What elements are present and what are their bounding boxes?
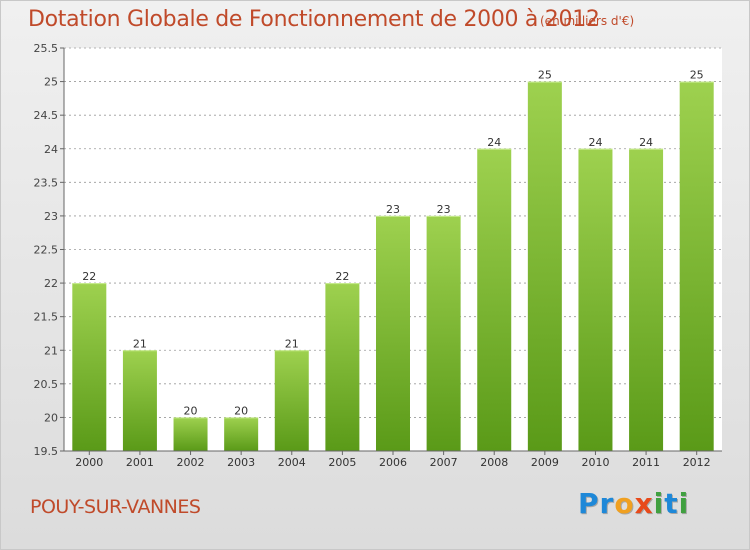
y-tick-label: 23.5 <box>34 176 59 189</box>
y-tick-label: 21.5 <box>34 311 59 324</box>
bar <box>679 81 714 451</box>
y-tick-label: 23 <box>44 210 58 223</box>
bar <box>274 350 309 451</box>
x-tick-label: 2012 <box>683 456 711 469</box>
bar-value-label: 20 <box>184 404 198 417</box>
bar-value-label: 24 <box>639 136 653 149</box>
bar-value-label: 25 <box>538 69 552 82</box>
x-tick-label: 2011 <box>632 456 660 469</box>
bar-value-label: 24 <box>487 136 501 149</box>
y-tick-label: 25.5 <box>34 42 59 55</box>
x-tick-label: 2004 <box>278 456 306 469</box>
bar-value-label: 22 <box>335 270 349 283</box>
x-tick-label: 2006 <box>379 456 407 469</box>
x-tick-label: 2008 <box>480 456 508 469</box>
x-tick-label: 2002 <box>177 456 205 469</box>
x-tick-label: 2007 <box>430 456 458 469</box>
bar-value-label: 25 <box>690 69 704 82</box>
bar-value-label: 24 <box>588 136 602 149</box>
x-tick-label: 2000 <box>75 456 103 469</box>
y-tick-label: 24.5 <box>34 109 59 122</box>
y-tick-label: 22 <box>44 277 58 290</box>
bar-value-label: 23 <box>386 203 400 216</box>
bar <box>426 215 461 451</box>
proxiti-logo[interactable]: Proxiti <box>578 487 689 520</box>
y-tick-label: 24 <box>44 143 58 156</box>
bar-value-label: 23 <box>437 203 451 216</box>
commune-name: POUY-SUR-VANNES <box>30 496 201 518</box>
y-tick-label: 25 <box>44 76 58 89</box>
bar <box>224 417 259 451</box>
logo-letter: t <box>664 487 679 520</box>
bar-value-label: 20 <box>234 404 248 417</box>
chart-subtitle: (en milliers d'€) <box>540 14 635 28</box>
bar-value-label: 21 <box>133 337 147 350</box>
chart-title: Dotation Globale de Fonctionnement de 20… <box>28 7 600 32</box>
y-tick-label: 20 <box>44 411 58 424</box>
x-tick-label: 2003 <box>227 456 255 469</box>
bar-value-label: 21 <box>285 337 299 350</box>
logo-letter: x <box>634 487 654 520</box>
logo-letter: i <box>653 487 665 520</box>
bar <box>629 148 664 451</box>
bar <box>376 215 410 451</box>
bar <box>173 417 208 451</box>
bar-value-label: 22 <box>82 270 96 283</box>
bar <box>527 81 562 451</box>
logo-letter: r <box>599 487 615 520</box>
bar <box>578 148 613 451</box>
y-tick-label: 19.5 <box>34 445 59 458</box>
logo-letter: i <box>678 487 690 520</box>
y-tick-label: 22.5 <box>34 244 59 257</box>
x-tick-label: 2010 <box>581 456 609 469</box>
bar <box>325 283 360 451</box>
bar <box>122 350 157 451</box>
x-tick-label: 2005 <box>328 456 356 469</box>
bar <box>72 283 107 451</box>
logo-letter: o <box>614 487 635 520</box>
y-tick-label: 20.5 <box>34 378 59 391</box>
y-tick-label: 21 <box>44 344 58 357</box>
logo-letter: P <box>578 487 600 520</box>
x-tick-label: 2001 <box>126 456 154 469</box>
bar <box>477 148 512 451</box>
x-tick-label: 2009 <box>531 456 559 469</box>
